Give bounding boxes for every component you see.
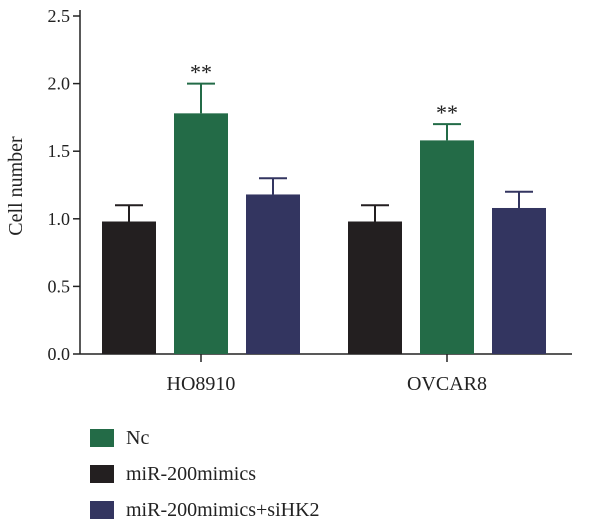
y-tick-label: 1.5: [48, 141, 71, 161]
y-tick-label: 1.0: [48, 209, 71, 229]
bar-chart: 0.0 0.5 1.0 1.5 2.0 2.5 HO8910 OVCAR8 ** ** Cell…: [5, 6, 572, 395]
bar: [492, 207, 546, 354]
y-tick-label: 2.0: [48, 74, 71, 94]
legend-label-mir200mimics: miR-200mimics: [126, 462, 256, 485]
y-tick-label: 0.0: [48, 344, 71, 364]
x-tick-label: HO8910: [167, 373, 236, 395]
bar: [348, 221, 402, 354]
y-axis-label: Cell number: [5, 136, 27, 236]
bar: [102, 221, 156, 354]
significance-label: **: [436, 100, 458, 125]
x-tick-label: OVCAR8: [407, 373, 487, 395]
legend-item-mir200mimics-sihk2: miR-200mimics+siHK2: [90, 494, 320, 526]
significance-label: **: [190, 60, 212, 85]
axes: 0.0 0.5 1.0 1.5 2.0 2.5 HO8910 OVCAR8: [48, 6, 572, 395]
y-tick-label: 0.5: [48, 276, 71, 296]
legend-swatch-nc: [90, 429, 114, 447]
legend-swatch-mir200mimics: [90, 465, 114, 483]
legend-item-mir200mimics: miR-200mimics: [90, 458, 320, 490]
bar: [174, 113, 228, 355]
bar: [246, 194, 300, 354]
bars: ** **: [102, 60, 546, 355]
legend-item-nc: Nc: [90, 422, 320, 454]
legend-label-mir200mimics-sihk2: miR-200mimics+siHK2: [126, 498, 320, 521]
bar: [420, 140, 474, 354]
legend-label-nc: Nc: [126, 426, 150, 449]
legend-swatch-mir200mimics-sihk2: [90, 501, 114, 519]
legend: Nc miR-200mimics miR-200mimics+siHK2: [90, 422, 320, 530]
y-tick-label: 2.5: [48, 6, 71, 26]
